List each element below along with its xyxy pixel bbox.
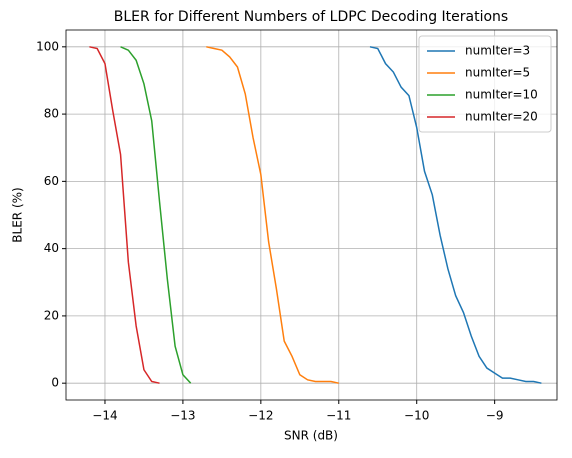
y-tick-label: 0 [51, 376, 59, 390]
y-tick-label: 40 [44, 241, 59, 255]
series-line [206, 46, 339, 384]
x-tick-label: −13 [170, 409, 195, 423]
x-tick-label: −14 [92, 409, 117, 423]
y-tick-label: 60 [44, 174, 59, 188]
x-tick-label: −10 [404, 409, 429, 423]
chart-title: BLER for Different Numbers of LDPC Decod… [114, 9, 508, 25]
legend-label: numIter=10 [465, 88, 538, 102]
series-line [369, 46, 542, 384]
x-tick-label: −11 [326, 409, 351, 423]
legend-box [418, 35, 552, 133]
legend-label: numIter=5 [465, 66, 530, 80]
y-tick-label: 80 [44, 107, 59, 121]
x-axis-label: SNR (dB) [284, 429, 338, 443]
legend-label: numIter=20 [465, 110, 538, 124]
y-tick-label: 20 [44, 308, 59, 322]
series-line [120, 46, 192, 384]
x-tick-label: −9 [486, 409, 504, 423]
plot-frame [65, 29, 558, 401]
legend-label: numIter=3 [465, 44, 530, 58]
y-tick-label: 100 [36, 39, 59, 53]
y-axis-label: BLER (%) [11, 187, 25, 242]
series-line [89, 46, 160, 384]
x-tick-label: −12 [248, 409, 273, 423]
